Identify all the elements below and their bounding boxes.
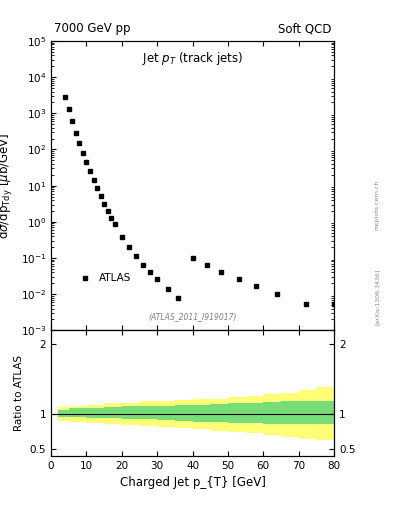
Text: [arXiv:1306.3436]: [arXiv:1306.3436] [375, 269, 380, 325]
Text: mcplots.cern.ch: mcplots.cern.ch [375, 180, 380, 230]
X-axis label: Charged Jet p_{T} [GeV]: Charged Jet p_{T} [GeV] [119, 476, 266, 489]
Text: ATLAS: ATLAS [99, 273, 132, 283]
Text: 7000 GeV pp: 7000 GeV pp [54, 22, 130, 35]
Text: (ATLAS_2011_I919017): (ATLAS_2011_I919017) [148, 313, 237, 322]
Text: Soft QCD: Soft QCD [278, 22, 331, 35]
Y-axis label: Ratio to ATLAS: Ratio to ATLAS [14, 355, 24, 431]
Y-axis label: d$\sigma$/dp$_{\rm Tdy}$ [$\mu$b/GeV]: d$\sigma$/dp$_{\rm Tdy}$ [$\mu$b/GeV] [0, 132, 15, 239]
Text: Jet $p_T$ (track jets): Jet $p_T$ (track jets) [142, 50, 243, 67]
